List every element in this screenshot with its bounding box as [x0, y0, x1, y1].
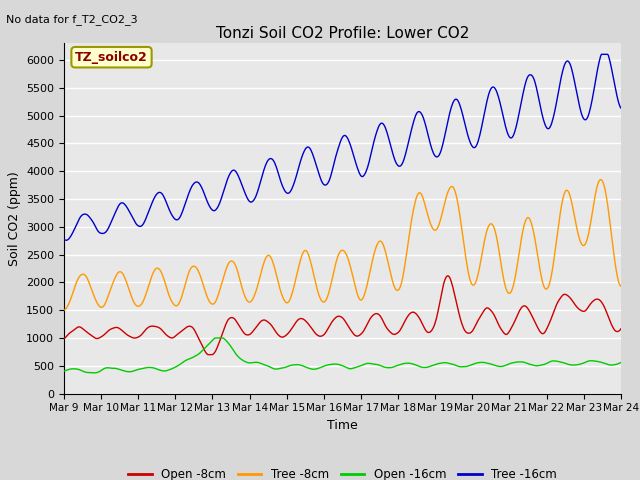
Title: Tonzi Soil CO2 Profile: Lower CO2: Tonzi Soil CO2 Profile: Lower CO2 — [216, 25, 469, 41]
Text: TZ_soilco2: TZ_soilco2 — [75, 51, 148, 64]
Text: No data for f_T2_CO2_3: No data for f_T2_CO2_3 — [6, 14, 138, 25]
Y-axis label: Soil CO2 (ppm): Soil CO2 (ppm) — [8, 171, 20, 266]
Legend: Open -8cm, Tree -8cm, Open -16cm, Tree -16cm: Open -8cm, Tree -8cm, Open -16cm, Tree -… — [124, 463, 561, 480]
X-axis label: Time: Time — [327, 419, 358, 432]
